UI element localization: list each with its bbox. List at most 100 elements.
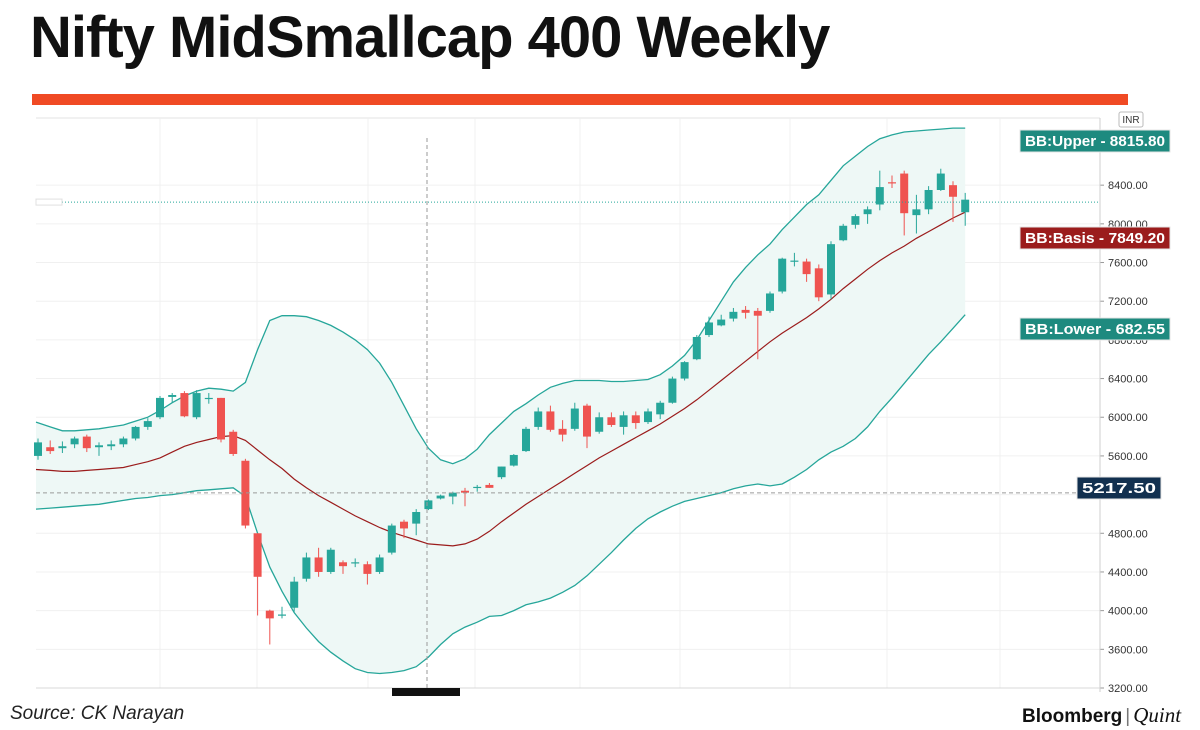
- brand-logo: Bloomberg | Quint: [1022, 703, 1181, 728]
- candle-body: [156, 397, 164, 418]
- candle-body: [851, 216, 860, 225]
- candle-body: [827, 244, 835, 295]
- y-tick-label: 3200.00: [1108, 683, 1148, 695]
- label-price-box: [1076, 476, 1162, 500]
- candle-body: [400, 521, 408, 529]
- candles: [34, 168, 970, 645]
- candle-body: [326, 549, 335, 572]
- bollinger-band: [35, 127, 966, 675]
- candle-body: [863, 209, 872, 215]
- candle-body: [461, 490, 469, 493]
- candle-body: [900, 173, 909, 214]
- currency-label: INR: [1122, 115, 1139, 126]
- candle-body: [82, 436, 91, 449]
- label-lower-box: [1019, 317, 1171, 341]
- y-tick-label: 6000.00: [1108, 412, 1148, 424]
- candle-body: [534, 411, 543, 427]
- candle-body: [107, 444, 116, 447]
- candle-body: [241, 460, 250, 526]
- candle-body: [229, 431, 238, 454]
- candle-body: [265, 610, 274, 619]
- basis-line: [35, 211, 966, 547]
- candle-body: [790, 260, 799, 262]
- candle-body: [802, 261, 811, 275]
- candle-body: [412, 512, 421, 524]
- y-tick-label: 7200.00: [1108, 296, 1148, 308]
- candle-body: [814, 268, 823, 298]
- currency-box: [1118, 111, 1144, 128]
- candle-body: [192, 393, 201, 418]
- candle-body: [717, 319, 726, 326]
- label-price: 5217.50: [1082, 480, 1156, 497]
- candle-body: [131, 426, 140, 439]
- source-credit: Source: CK Narayan: [10, 703, 185, 724]
- candle-body: [253, 533, 262, 577]
- candle-body: [924, 189, 933, 210]
- candle-body: [705, 322, 713, 336]
- candle-body: [278, 614, 286, 616]
- candle-body: [448, 492, 457, 497]
- upper-band-line: [35, 127, 966, 465]
- candle-body: [497, 466, 506, 478]
- candle-body: [631, 415, 640, 424]
- y-tick-label: 5600.00: [1108, 451, 1148, 463]
- band-labels: BB:Upper - 8815.80 BB:Basis - 7849.20 BB:L…: [1019, 129, 1171, 500]
- label-upper: BB:Upper - 8815.80: [1025, 133, 1165, 150]
- candle-body: [656, 402, 665, 415]
- candle-body: [936, 173, 945, 190]
- title-accent-bar: [32, 94, 1128, 105]
- candle-body: [485, 484, 494, 488]
- candle-body: [143, 421, 152, 427]
- candle-body: [741, 309, 750, 313]
- candle-body: [595, 417, 604, 432]
- y-tick-label: 6400.00: [1108, 374, 1148, 386]
- y-tick-label: 4800.00: [1108, 528, 1148, 540]
- candle-body: [949, 185, 957, 197]
- candle-body: [204, 397, 213, 400]
- candle-body: [729, 311, 738, 319]
- candle-body: [888, 182, 896, 184]
- lower-band-line: [35, 314, 966, 675]
- candle-body: [180, 393, 189, 417]
- label-basis-box: [1019, 226, 1171, 250]
- candle-body: [692, 336, 701, 360]
- y-tick-label: 7600.00: [1108, 258, 1148, 270]
- candle-body: [875, 187, 884, 205]
- candle-body: [583, 405, 591, 437]
- candle-body: [290, 581, 299, 608]
- candle-body: [753, 310, 762, 316]
- label-basis: BB:Basis - 7849.20: [1025, 230, 1165, 247]
- crosshair-time-label: [392, 688, 460, 696]
- candle-body: [375, 557, 384, 572]
- y-tick-label: 4000.00: [1108, 606, 1148, 618]
- overlay-lines: [35, 138, 1100, 696]
- candle-body: [217, 397, 225, 440]
- chart-title: Nifty MidSmallcap 400 Weekly: [30, 5, 830, 70]
- candle-body: [778, 258, 787, 292]
- brand-name: Bloomberg: [1022, 706, 1123, 727]
- candle-body: [473, 486, 482, 489]
- band-fill: [36, 128, 966, 674]
- price-axis: 3200.003600.004000.004400.004800.005200.…: [1099, 111, 1148, 695]
- candle-body: [424, 500, 433, 510]
- candle-body: [570, 408, 579, 429]
- candle-body: [912, 209, 921, 216]
- candle-body: [607, 417, 616, 425]
- y-tick-label: 8400.00: [1108, 180, 1148, 192]
- candle-body: [70, 438, 79, 445]
- candle-body: [509, 454, 518, 466]
- candle-body: [839, 225, 848, 241]
- candle-body: [119, 438, 128, 445]
- candle-body: [351, 562, 360, 564]
- candle-body: [95, 445, 103, 448]
- candle-body: [302, 557, 311, 579]
- marker-left: [35, 198, 63, 206]
- candle-body: [619, 415, 628, 427]
- label-lower: BB:Lower - 682.55: [1025, 321, 1165, 338]
- y-tick-label: 4400.00: [1108, 567, 1148, 579]
- y-tick-label: 3600.00: [1108, 644, 1148, 656]
- candle-body: [546, 411, 555, 430]
- candle-body: [961, 199, 970, 213]
- candle-body: [34, 442, 42, 456]
